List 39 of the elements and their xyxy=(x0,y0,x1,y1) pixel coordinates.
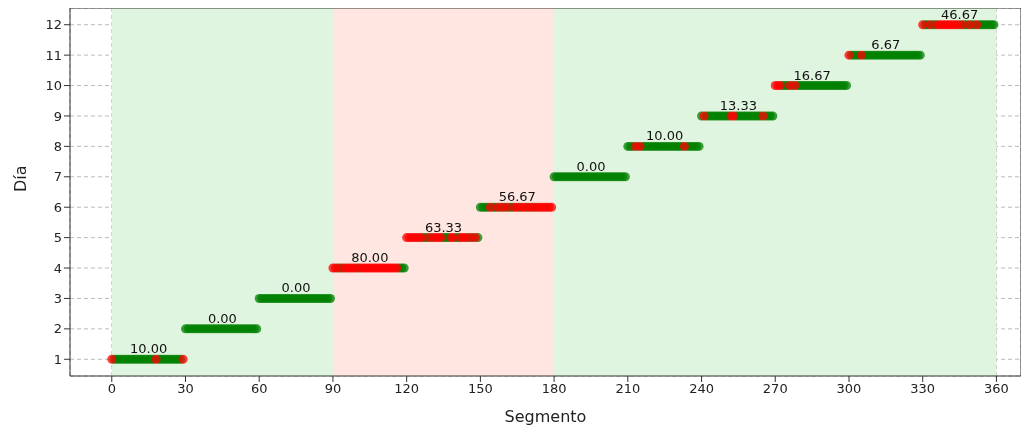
annotation: 0.00 xyxy=(281,280,311,296)
y-tick-label: 11 xyxy=(45,47,62,63)
y-tick-label: 9 xyxy=(53,108,62,124)
annotation: 0.00 xyxy=(207,310,237,326)
annotation: 10.00 xyxy=(646,128,684,144)
y-tick-label: 2 xyxy=(53,321,62,337)
y-tick-label: 5 xyxy=(53,230,62,246)
annotation: 0.00 xyxy=(576,158,606,174)
x-axis-title: Segmento xyxy=(504,407,587,426)
annotation: 10.00 xyxy=(130,341,168,357)
y-tick-label: 10 xyxy=(45,78,62,94)
annotation: 16.67 xyxy=(793,67,831,83)
annotation: 56.67 xyxy=(498,189,536,205)
x-tick-label: 270 xyxy=(762,381,788,397)
annotation: 80.00 xyxy=(351,250,389,266)
annotation: 63.33 xyxy=(424,219,463,235)
y-tick-label: 4 xyxy=(53,260,62,276)
y-axis-title: Día xyxy=(10,165,30,192)
x-tick-label: 30 xyxy=(177,381,194,397)
x-tick-label: 210 xyxy=(615,381,641,397)
y-tick-label: 12 xyxy=(45,17,62,33)
x-tick-label: 300 xyxy=(836,381,862,397)
y-tick-label: 1 xyxy=(53,351,62,367)
x-tick-label: 360 xyxy=(984,381,1009,397)
x-tick-label: 150 xyxy=(467,381,493,397)
annotation: 13.33 xyxy=(719,97,758,113)
x-tick-label: 120 xyxy=(394,381,420,397)
y-tick-label: 6 xyxy=(53,199,62,215)
x-tick-label: 240 xyxy=(689,381,714,397)
y-tick-label: 3 xyxy=(53,291,62,307)
x-tick-label: 330 xyxy=(910,381,936,397)
x-tick-label: 180 xyxy=(541,381,567,397)
y-tick-label: 7 xyxy=(53,169,62,185)
x-tick-label: 60 xyxy=(250,381,268,397)
y-tick-label: 8 xyxy=(53,139,62,154)
x-tick-label: 90 xyxy=(324,381,342,397)
annotation: 46.67 xyxy=(940,6,979,22)
x-tick-label: 0 xyxy=(107,381,116,397)
annotation: 6.67 xyxy=(871,37,901,53)
